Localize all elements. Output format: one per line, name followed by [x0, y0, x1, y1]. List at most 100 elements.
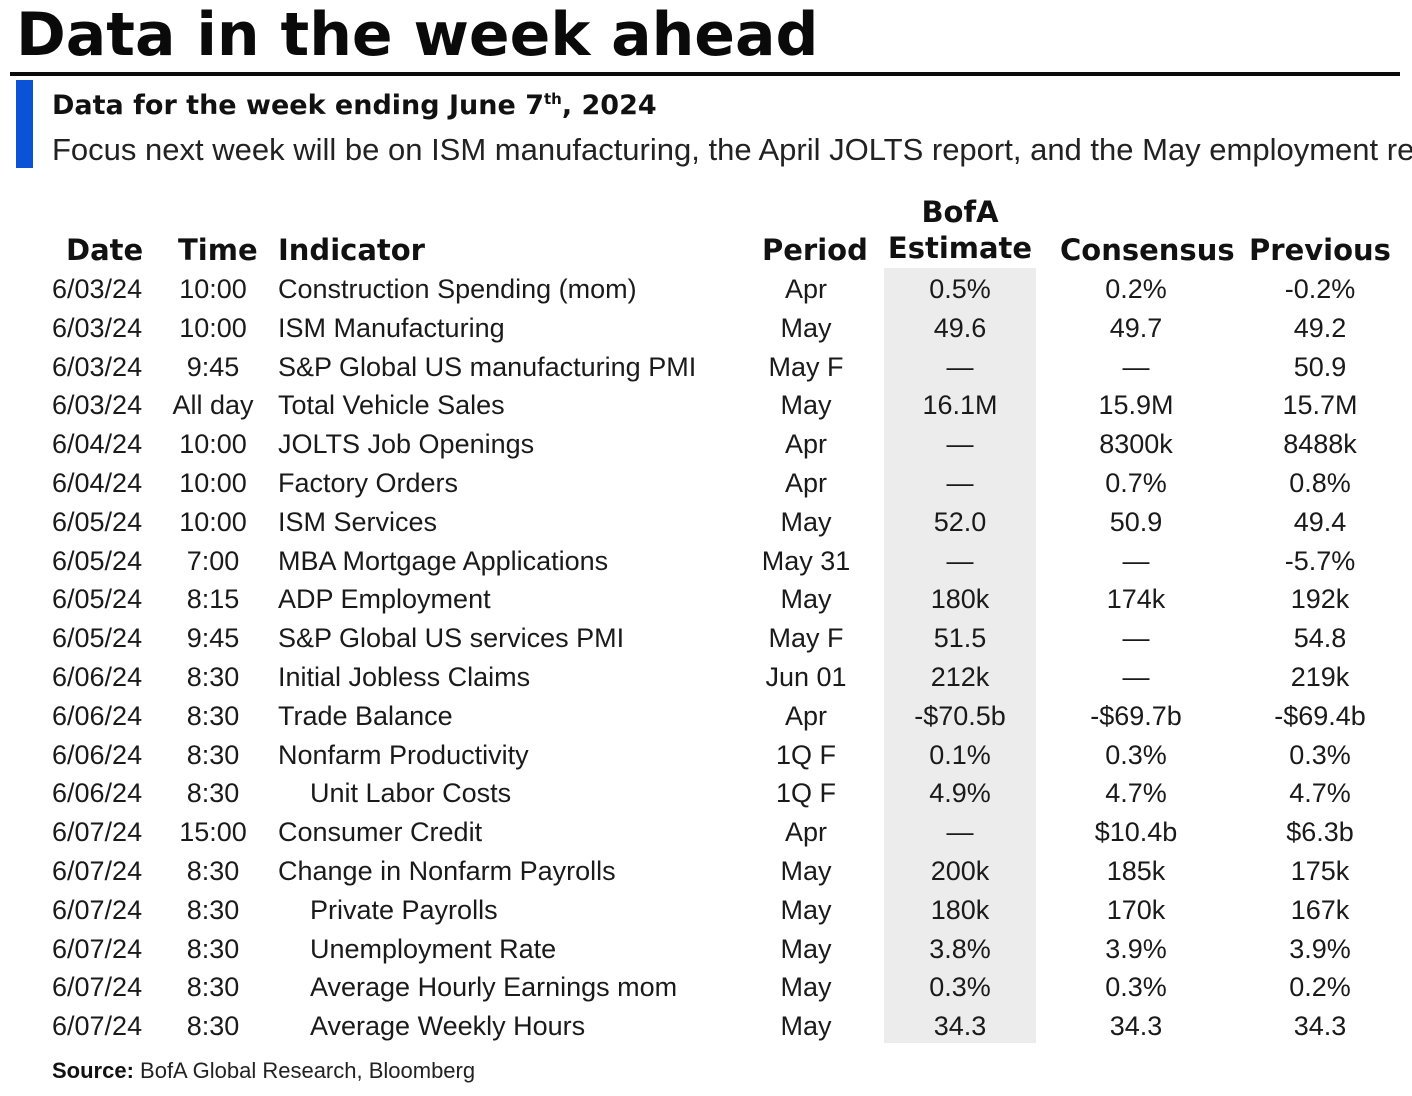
source-note: Source: BofA Global Research, Bloomberg [52, 1056, 475, 1086]
table-row: 6/03/24 10:00 ISM Manufacturing May 49.6 49.7… [0, 309, 1412, 348]
table-row: 6/06/24 8:30 Trade Balance Apr -$70.5b -$69.7… [0, 697, 1412, 736]
cell-period: 1Q F [775, 740, 836, 770]
header-time: Time [178, 233, 258, 267]
cell-consensus: 15.9M [1098, 390, 1174, 420]
table-row: 6/07/24 8:30 Change in Nonfarm Payrolls May… [0, 852, 1412, 891]
cell-previous: -5.7% [1284, 546, 1356, 576]
cell-previous: $6.3b [1286, 817, 1354, 847]
cell-time: 8:30 [186, 1011, 240, 1041]
cell-period: May [780, 390, 832, 420]
cell-bofa-estimate: 34.3 [933, 1011, 987, 1041]
cell-period: 1Q F [775, 778, 836, 808]
cell-date: 6/05/24 [52, 546, 143, 576]
cell-bofa-estimate: 0.1% [929, 740, 991, 770]
estimate-column-shade [884, 268, 1036, 1043]
cell-previous: 167k [1290, 895, 1350, 925]
cell-indicator: S&P Global US services PMI [278, 623, 625, 653]
cell-previous: 0.8% [1289, 468, 1351, 498]
cell-consensus: 4.7% [1105, 778, 1167, 808]
subtitle-superscript: th [544, 90, 562, 108]
cell-time: 10:00 [179, 429, 247, 459]
cell-bofa-estimate: — [946, 468, 974, 498]
cell-date: 6/04/24 [52, 468, 143, 498]
cell-period: Apr [784, 701, 828, 731]
table-row: 6/05/24 10:00 ISM Services May 52.0 50.9 49.4 [0, 503, 1412, 542]
cell-consensus: 0.7% [1105, 468, 1167, 498]
table-row: 6/04/24 10:00 Factory Orders Apr — 0.7% 0.8% [0, 464, 1412, 503]
source-text: BofA Global Research, Bloomberg [133, 1058, 476, 1083]
cell-period: May [780, 895, 832, 925]
cell-time: 8:30 [186, 895, 240, 925]
cell-period: May 31 [761, 546, 851, 576]
cell-indicator: S&P Global US manufacturing PMI [278, 352, 697, 382]
accent-bar [16, 80, 33, 168]
cell-indicator: MBA Mortgage Applications [278, 546, 609, 576]
cell-time: 9:45 [186, 352, 240, 382]
page-title: Data in the week ahead [16, 0, 819, 70]
cell-indicator: Trade Balance [278, 701, 453, 731]
cell-bofa-estimate: 4.9% [929, 778, 991, 808]
cell-date: 6/03/24 [52, 390, 143, 420]
cell-consensus: 8300k [1099, 429, 1173, 459]
table-row: 6/05/24 9:45 S&P Global US services PMI May… [0, 619, 1412, 658]
cell-consensus: 170k [1106, 895, 1166, 925]
cell-bofa-estimate: — [946, 546, 974, 576]
cell-period: May [780, 856, 832, 886]
cell-date: 6/07/24 [52, 817, 143, 847]
cell-date: 6/07/24 [52, 972, 143, 1002]
cell-date: 6/05/24 [52, 584, 143, 614]
cell-bofa-estimate: -$70.5b [914, 701, 1006, 731]
cell-bofa-estimate: — [946, 817, 974, 847]
cell-period: Apr [784, 429, 828, 459]
cell-previous: 0.3% [1289, 740, 1351, 770]
table-row: 6/05/24 7:00 MBA Mortgage Applications May … [0, 542, 1412, 581]
cell-date: 6/03/24 [52, 274, 143, 304]
subtitle-suffix: , 2024 [561, 90, 657, 121]
cell-time: All day [172, 390, 254, 420]
cell-indicator: Factory Orders [278, 468, 459, 498]
cell-indicator: Average Hourly Earnings mom [310, 972, 678, 1002]
cell-previous: 192k [1290, 584, 1350, 614]
cell-bofa-estimate: 180k [930, 584, 990, 614]
cell-bofa-estimate: 0.5% [929, 274, 991, 304]
cell-period: Jun 01 [765, 662, 847, 692]
cell-bofa-estimate: 52.0 [933, 507, 987, 537]
cell-previous: 34.3 [1293, 1011, 1347, 1041]
cell-date: 6/03/24 [52, 313, 143, 343]
cell-indicator: Unit Labor Costs [310, 778, 512, 808]
cell-previous: 50.9 [1293, 352, 1347, 382]
cell-consensus: — [1122, 546, 1150, 576]
cell-indicator: Average Weekly Hours [310, 1011, 586, 1041]
cell-previous: 175k [1290, 856, 1350, 886]
cell-consensus: $10.4b [1094, 817, 1178, 847]
cell-date: 6/06/24 [52, 778, 143, 808]
cell-consensus: 0.3% [1105, 740, 1167, 770]
table-row: 6/06/24 8:30 Initial Jobless Claims Jun 01 2… [0, 658, 1412, 697]
cell-time: 8:30 [186, 662, 240, 692]
cell-indicator: ADP Employment [278, 584, 491, 614]
cell-consensus: — [1122, 662, 1150, 692]
cell-indicator: Change in Nonfarm Payrolls [278, 856, 616, 886]
subtitle-prefix: Data for the week ending June 7 [52, 90, 544, 121]
header-previous: Previous [1249, 233, 1391, 267]
cell-previous: -$69.4b [1274, 701, 1366, 731]
cell-indicator: Private Payrolls [310, 895, 498, 925]
cell-date: 6/03/24 [52, 352, 143, 382]
cell-time: 8:30 [186, 972, 240, 1002]
cell-previous: 0.2% [1289, 972, 1351, 1002]
cell-period: May [780, 1011, 832, 1041]
cell-consensus: -$69.7b [1090, 701, 1182, 731]
cell-previous: 219k [1290, 662, 1350, 692]
header-bofa-estimate: BofA Estimate [884, 194, 1036, 266]
cell-date: 6/04/24 [52, 429, 143, 459]
cell-bofa-estimate: 180k [930, 895, 990, 925]
cell-period: May [780, 313, 832, 343]
cell-time: 7:00 [186, 546, 240, 576]
cell-time: 10:00 [179, 274, 247, 304]
cell-previous: 49.4 [1293, 507, 1347, 537]
cell-date: 6/06/24 [52, 662, 143, 692]
cell-time: 10:00 [179, 313, 247, 343]
cell-date: 6/06/24 [52, 740, 143, 770]
cell-period: May F [768, 623, 844, 653]
table-row: 6/03/24 9:45 S&P Global US manufacturing P… [0, 348, 1412, 387]
